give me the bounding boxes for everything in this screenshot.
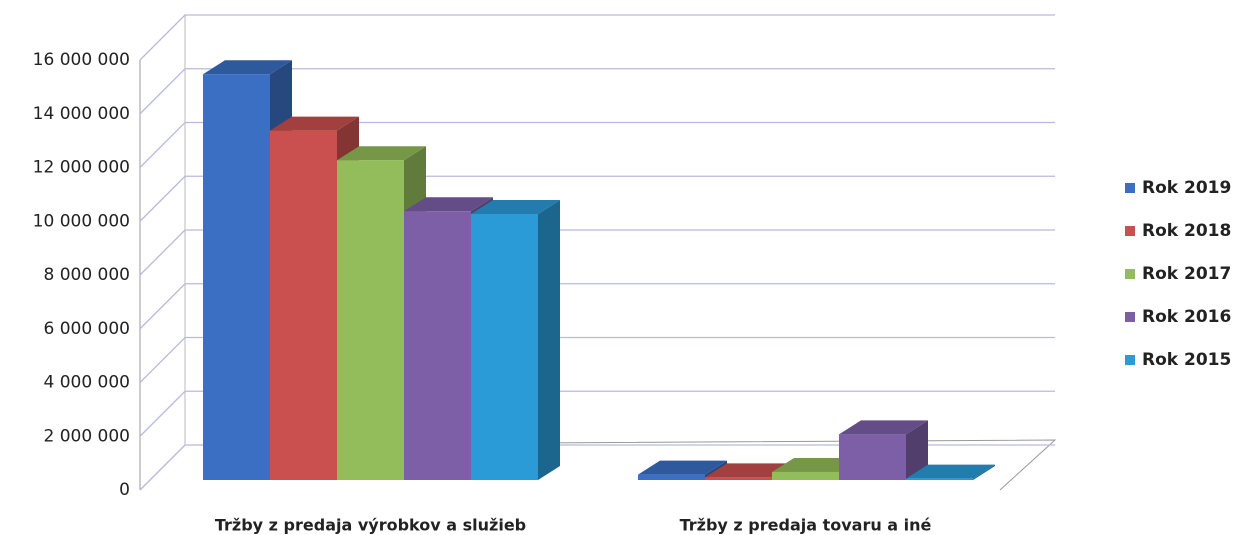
bar [705,477,772,480]
bar [772,471,839,480]
bar-top [638,460,727,475]
legend-swatch [1125,226,1135,236]
legend-swatch [1125,312,1135,322]
grid-line [139,283,1055,330]
grid-line [139,444,1055,491]
bar-top [337,146,426,161]
bar-top [471,199,560,214]
y-tick-label: 0 [119,480,130,500]
grid-line [139,175,1055,222]
bar-side [906,420,928,480]
legend-swatch [1125,269,1135,279]
bar-top [404,197,493,212]
bar [839,434,906,480]
grid-line [139,68,1055,115]
legend-swatch [1125,355,1135,365]
grid-line [139,229,1055,276]
bar-top [906,464,995,479]
grid-line [139,14,1055,61]
legend-label: Rok 2019 [1142,178,1231,198]
bar-top [839,420,928,435]
bar [337,160,404,480]
y-tick-label: 6 000 000 [43,319,130,339]
y-tick-label: 10 000 000 [33,211,130,231]
bar-top [270,116,359,131]
legend-label: Rok 2017 [1142,264,1231,284]
legend-label: Rok 2016 [1142,307,1231,327]
bar [203,74,270,480]
legend-label: Rok 2015 [1142,350,1231,370]
x-tick-label: Tržby z predaja výrobkov a služieb [215,516,526,535]
legend-label: Rok 2018 [1142,221,1231,241]
bar [471,213,538,480]
bar-side [973,464,995,480]
x-tick-label: Tržby z predaja tovaru a iné [680,516,932,535]
bar-side [538,199,560,480]
grid-line [139,121,1055,168]
grid-line [139,390,1055,437]
bar [638,474,705,480]
grid-line [139,336,1055,383]
bar-top [705,463,794,478]
bar [906,478,973,480]
y-tick-label: 8 000 000 [43,265,130,285]
bar-top [772,457,861,472]
y-tick-label: 12 000 000 [33,158,130,178]
bar [404,211,471,480]
bar [270,130,337,480]
bar-top [203,60,292,75]
y-tick-label: 4 000 000 [43,373,130,393]
y-tick-label: 14 000 000 [33,104,130,124]
y-tick-label: 16 000 000 [33,50,130,70]
y-tick-label: 2 000 000 [43,426,130,446]
legend-swatch [1125,183,1135,193]
